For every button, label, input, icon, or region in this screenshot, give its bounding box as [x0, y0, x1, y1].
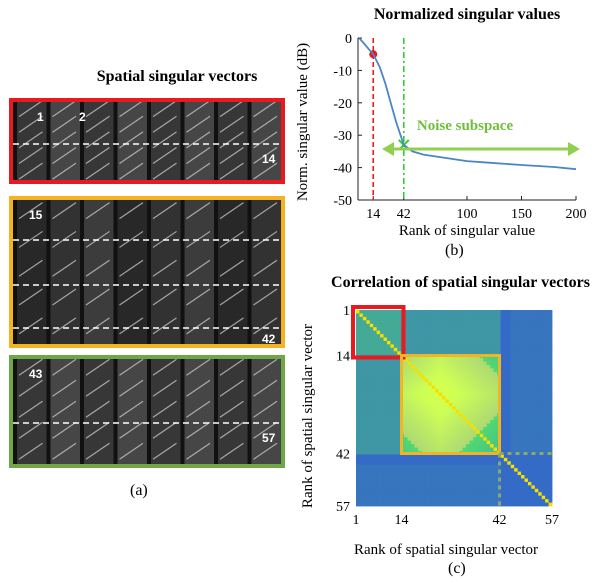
- orange-vector-group: 15 42: [9, 196, 285, 348]
- image-strip: [180, 200, 214, 344]
- green-group-texture: [13, 359, 281, 464]
- y-axis-label: Rank of spatial singular vector: [300, 324, 316, 508]
- image-strip: [147, 359, 181, 464]
- x-tick-label: 100: [457, 207, 478, 222]
- image-strip: [80, 200, 114, 344]
- image-strip: [80, 359, 114, 464]
- vector-number: 57: [262, 431, 276, 445]
- orange-block-box: [400, 354, 501, 455]
- image-strip: [247, 200, 281, 344]
- singular-value-curve: [358, 37, 577, 171]
- image-strip: [13, 359, 47, 464]
- x-tick-label: 42: [493, 513, 507, 528]
- image-strip: [113, 200, 147, 344]
- x-tick-label: 57: [545, 513, 559, 528]
- y-tick-label: 42: [336, 448, 350, 463]
- vector-number: 42: [262, 332, 276, 346]
- vector-number: 14: [262, 152, 276, 166]
- panel-c-title: Correlation of spatial singular vectors: [331, 274, 590, 291]
- image-strip: [247, 359, 281, 464]
- panel-b-label: (b): [445, 242, 464, 259]
- y-tick-label: -20: [333, 97, 352, 112]
- y-axis-label: Norm. singular value (dB): [295, 43, 311, 201]
- panel-b-title: Normalized singular values: [373, 6, 561, 23]
- panel-a-label: (a): [130, 482, 148, 499]
- x-tick-label: 1: [353, 513, 360, 528]
- y-tick-label: -40: [333, 162, 352, 177]
- noise-subspace-label: Noise subspace: [417, 118, 514, 134]
- y-tick-label: 1: [343, 304, 350, 319]
- x-tick-label: 14: [395, 513, 409, 528]
- image-strip: [13, 200, 47, 344]
- noise-subspace-arrow: [382, 142, 580, 156]
- vector-number: 1: [37, 110, 44, 124]
- y-tick-label: -30: [333, 129, 352, 144]
- orange-group-texture: [13, 200, 281, 344]
- image-strip: [180, 359, 214, 464]
- y-tick-label: 0: [345, 32, 352, 47]
- x-tick-label: 200: [566, 207, 587, 222]
- vector-number: 2: [79, 110, 86, 124]
- vector-number: 43: [29, 367, 43, 381]
- y-tick-label: -10: [333, 64, 352, 79]
- image-strip: [46, 359, 80, 464]
- x-tick-label: 14: [366, 207, 380, 222]
- red-group-texture: [13, 102, 281, 180]
- panel-a-title: Spatial singular vectors: [96, 68, 258, 85]
- image-strip: [46, 200, 80, 344]
- y-tick-label: -50: [333, 194, 352, 209]
- green-vector-group: 43 57: [9, 355, 285, 468]
- image-strip: [113, 359, 147, 464]
- vector-number: 15: [29, 208, 43, 222]
- image-strip: [147, 200, 181, 344]
- x-tick-label: 150: [511, 207, 532, 222]
- x-axis-label: Rank of singular value: [399, 223, 536, 239]
- singular-value-chart: 0 -10 -20 -30 -40 -50 14 42 100 150 200 Noise subs…: [295, 32, 587, 239]
- y-tick-label: 57: [336, 500, 350, 515]
- y-tick-label: 14: [336, 350, 350, 365]
- red-block-box: [351, 305, 406, 360]
- panel-c-label: (c): [448, 560, 466, 577]
- image-strip: [214, 359, 248, 464]
- x-axis-label: Rank of spatial singular vector: [354, 542, 538, 558]
- red-vector-group: 1 2 14: [9, 98, 285, 184]
- x-tick-label: 42: [397, 207, 411, 222]
- image-strip: [214, 200, 248, 344]
